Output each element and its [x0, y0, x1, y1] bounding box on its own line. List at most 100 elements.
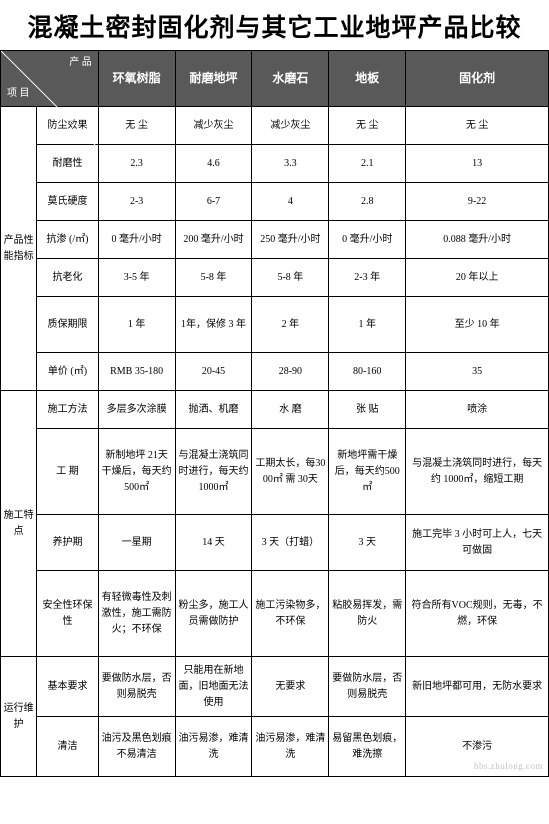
table-cell: 5-8 年 — [175, 259, 252, 297]
table-cell: 施工完毕 3 小时可上人，七天可做固 — [406, 515, 549, 571]
table-row: 养护期一星期14 天3 天（打蜡）3 天施工完毕 3 小时可上人，七天可做固 — [1, 515, 549, 571]
table-cell: 要做防水层，否则易脱壳 — [98, 657, 175, 717]
col-header: 固化剂 — [406, 51, 549, 107]
table-row: 施工特点施工方法多层多次涂膜抛洒、机磨水 磨张 贴喷涂 — [1, 391, 549, 429]
row-label: 防尘效果 — [37, 107, 98, 145]
table-cell: 粘胶易挥发，需防火 — [329, 571, 406, 657]
table-cell: 无要求 — [252, 657, 329, 717]
table-cell: 14 天 — [175, 515, 252, 571]
table-cell: 20-45 — [175, 353, 252, 391]
table-cell: 5-8 年 — [252, 259, 329, 297]
table-cell: 3-5 年 — [98, 259, 175, 297]
table-cell: 施工污染物多，不环保 — [252, 571, 329, 657]
table-cell: 减少灰尘 — [175, 107, 252, 145]
table-cell: 水 磨 — [252, 391, 329, 429]
table-cell: 1年，保修 3 年 — [175, 297, 252, 353]
table-cell: 0 毫升/小时 — [329, 221, 406, 259]
watermark-text: bbs.zhulong.com — [474, 761, 543, 771]
table-cell: 易留黑色划痕，难洗擦 — [329, 717, 406, 777]
table-header-row: 产 品 项 目 环氧树脂 耐磨地坪 水磨石 地板 固化剂 — [1, 51, 549, 107]
table-cell: 有轻微毒性及刺激性，施工需防火；不环保 — [98, 571, 175, 657]
table-cell: 张 贴 — [329, 391, 406, 429]
table-cell: 1 年 — [329, 297, 406, 353]
group-header: 产品性能指标 — [1, 107, 37, 391]
table-cell: 200 毫升/小时 — [175, 221, 252, 259]
table-row: 抗老化3-5 年5-8 年5-8 年2-3 年20 年以上 — [1, 259, 549, 297]
col-header: 环氧树脂 — [98, 51, 175, 107]
table-row: 抗渗 (/㎡)0 毫升/小时200 毫升/小时250 毫升/小时0 毫升/小时0… — [1, 221, 549, 259]
table-cell: RMB 35-180 — [98, 353, 175, 391]
table-cell: 0.088 毫升/小时 — [406, 221, 549, 259]
table-cell: 多层多次涂膜 — [98, 391, 175, 429]
page-title: 混凝土密封固化剂与其它工业地坪产品比较 — [0, 0, 549, 50]
table-cell: 2-3 — [98, 183, 175, 221]
row-label: 基本要求 — [37, 657, 98, 717]
table-cell: 一星期 — [98, 515, 175, 571]
table-cell: 与混凝土浇筑同时进行，每天约 1000㎡ — [175, 429, 252, 515]
table-cell: 减少灰尘 — [252, 107, 329, 145]
table-cell: 油污易渗，难清洗 — [252, 717, 329, 777]
table-cell: 20 年以上 — [406, 259, 549, 297]
row-label: 单价 (㎡) — [37, 353, 98, 391]
table-row: 工 期新制地坪 21天干燥后，每天约 500㎡与混凝土浇筑同时进行，每天约 10… — [1, 429, 549, 515]
table-cell: 1 年 — [98, 297, 175, 353]
row-label: 安全性环保性 — [37, 571, 98, 657]
table-cell: 9-22 — [406, 183, 549, 221]
table-cell: 4.6 — [175, 145, 252, 183]
table-cell: 35 — [406, 353, 549, 391]
row-label: 施工方法 — [37, 391, 98, 429]
page-root: 混凝土密封固化剂与其它工业地坪产品比较 产 品 项 目 环氧树脂 耐磨地坪 — [0, 0, 549, 777]
table-cell: 至少 10 年 — [406, 297, 549, 353]
table-cell: 只能用在新地面，旧地面无法使用 — [175, 657, 252, 717]
table-cell: 与混凝土浇筑同时进行，每天约 1000㎡，缩短工期 — [406, 429, 549, 515]
table-cell: 3 天（打蜡） — [252, 515, 329, 571]
row-label: 清洁 — [37, 717, 98, 777]
table-cell: 符合所有VOC规则，无毒，不燃，环保 — [406, 571, 549, 657]
table-row: 运行维护基本要求要做防水层，否则易脱壳只能用在新地面，旧地面无法使用无要求要做防… — [1, 657, 549, 717]
table-cell: 新制地坪 21天干燥后，每天约 500㎡ — [98, 429, 175, 515]
col-header: 地板 — [329, 51, 406, 107]
table-cell: 3.3 — [252, 145, 329, 183]
comparison-table: 产 品 项 目 环氧树脂 耐磨地坪 水磨石 地板 固化剂 产品性能指标防尘效果无… — [0, 50, 549, 777]
table-cell: 无 尘 — [329, 107, 406, 145]
table-row: 莫氏硬度2-36-742.89-22 — [1, 183, 549, 221]
table-cell: 80-160 — [329, 353, 406, 391]
table-cell: 3 天 — [329, 515, 406, 571]
table-cell: 2.1 — [329, 145, 406, 183]
table-cell: 2.8 — [329, 183, 406, 221]
table-cell: 2-3 年 — [329, 259, 406, 297]
table-cell: 抛洒、机磨 — [175, 391, 252, 429]
table-cell: 油污及黑色划痕不易清洁 — [98, 717, 175, 777]
table-cell: 6-7 — [175, 183, 252, 221]
table-row: 清洁油污及黑色划痕不易清洁油污易渗，难清洗油污易渗，难清洗易留黑色划痕，难洗擦不… — [1, 717, 549, 777]
table-cell: 无 尘 — [406, 107, 549, 145]
corner-top-label: 产 品 — [69, 55, 92, 71]
table-cell: 要做防水层，否则易脱壳 — [329, 657, 406, 717]
table-row: 安全性环保性有轻微毒性及刺激性，施工需防火；不环保粉尘多，施工人员需做防护施工污… — [1, 571, 549, 657]
row-label: 质保期限 — [37, 297, 98, 353]
group-header: 运行维护 — [1, 657, 37, 777]
table-cell: 2 年 — [252, 297, 329, 353]
corner-header: 产 品 项 目 — [1, 51, 99, 107]
table-body: 产品性能指标防尘效果无 尘减少灰尘减少灰尘无 尘无 尘耐磨性2.34.63.32… — [1, 107, 549, 777]
row-label: 莫氏硬度 — [37, 183, 98, 221]
col-header: 耐磨地坪 — [175, 51, 252, 107]
row-label: 工 期 — [37, 429, 98, 515]
table-cell: 无 尘 — [98, 107, 175, 145]
table-cell: 2.3 — [98, 145, 175, 183]
table-cell: 250 毫升/小时 — [252, 221, 329, 259]
table-cell: 工期太长，每3000㎡ 需 30天 — [252, 429, 329, 515]
table-row: 耐磨性2.34.63.32.113 — [1, 145, 549, 183]
table-row: 单价 (㎡)RMB 35-18020-4528-9080-16035 — [1, 353, 549, 391]
col-header: 水磨石 — [252, 51, 329, 107]
table-cell: 28-90 — [252, 353, 329, 391]
table-cell: 0 毫升/小时 — [98, 221, 175, 259]
table-row: 质保期限1 年1年，保修 3 年2 年1 年至少 10 年 — [1, 297, 549, 353]
row-label: 耐磨性 — [37, 145, 98, 183]
group-header: 施工特点 — [1, 391, 37, 657]
table-cell: 油污易渗，难清洗 — [175, 717, 252, 777]
table-row: 产品性能指标防尘效果无 尘减少灰尘减少灰尘无 尘无 尘 — [1, 107, 549, 145]
table-cell: 13 — [406, 145, 549, 183]
table-cell: 喷涂 — [406, 391, 549, 429]
table-cell: 新地坪需干燥后，每天约500㎡ — [329, 429, 406, 515]
